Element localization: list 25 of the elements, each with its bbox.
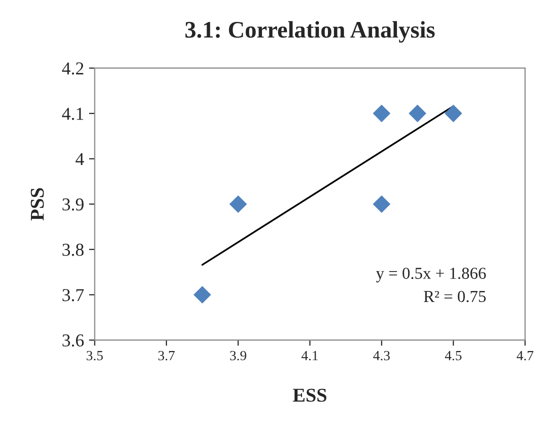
chart-title: 3.1: Correlation Analysis	[185, 21, 435, 43]
annotation: R² = 0.75	[424, 290, 486, 302]
x-tick-label: 3.7	[158, 350, 175, 360]
y-tick-label: 4.2	[62, 62, 84, 75]
annotation: y = 0.5x + 1.866	[376, 268, 486, 282]
y-tick-label: 4.1	[62, 108, 84, 120]
x-tick-label: 4.7	[516, 351, 534, 360]
point	[372, 104, 390, 122]
x-tick-label: 4.1	[301, 350, 318, 360]
x-tick-label: 4.5	[444, 351, 462, 360]
point	[444, 104, 462, 122]
point	[229, 195, 247, 213]
point	[372, 195, 390, 213]
y-tick-label: 3.9	[62, 198, 84, 211]
x-axis-title: ESS	[292, 388, 326, 402]
y-tick-label: 3.6	[62, 334, 84, 347]
x-tick-label: 3.5	[86, 350, 103, 360]
y-tick-label: 3.7	[62, 289, 84, 302]
y-tick-label: 4	[76, 153, 84, 166]
y-axis-title: PSS	[30, 188, 44, 221]
y-tick-label: 3.8	[62, 244, 84, 256]
x-tick-label: 3.9	[230, 350, 246, 360]
point	[194, 286, 212, 304]
x-tick-label: 4.3	[373, 350, 390, 360]
point	[408, 104, 426, 122]
